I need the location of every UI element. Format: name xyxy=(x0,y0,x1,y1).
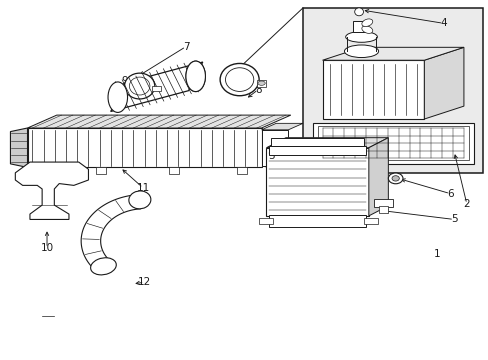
Bar xyxy=(47,167,57,174)
Polygon shape xyxy=(110,62,203,112)
Bar xyxy=(322,60,424,119)
Ellipse shape xyxy=(225,68,253,91)
Bar xyxy=(168,167,178,174)
Bar xyxy=(271,138,363,146)
Text: 2: 2 xyxy=(463,199,469,209)
Polygon shape xyxy=(261,123,303,130)
Ellipse shape xyxy=(345,32,377,42)
Ellipse shape xyxy=(361,26,372,33)
Polygon shape xyxy=(424,47,463,119)
Bar xyxy=(268,146,366,155)
Bar xyxy=(317,126,468,160)
Bar xyxy=(303,8,483,173)
Bar xyxy=(266,148,368,216)
Bar xyxy=(352,21,364,32)
Text: 10: 10 xyxy=(41,243,54,253)
Ellipse shape xyxy=(361,19,372,27)
Polygon shape xyxy=(27,128,261,167)
Ellipse shape xyxy=(124,73,155,99)
Polygon shape xyxy=(81,194,141,271)
Ellipse shape xyxy=(129,191,151,209)
Bar xyxy=(261,130,288,166)
Ellipse shape xyxy=(220,63,259,96)
Text: 4: 4 xyxy=(439,18,446,28)
Text: 3: 3 xyxy=(267,150,274,161)
Text: 9: 9 xyxy=(122,76,128,86)
Ellipse shape xyxy=(387,173,402,184)
Bar xyxy=(373,199,392,207)
Text: 8: 8 xyxy=(254,85,261,95)
Ellipse shape xyxy=(129,77,150,95)
Polygon shape xyxy=(10,128,27,167)
Text: 12: 12 xyxy=(138,277,151,287)
Bar xyxy=(268,215,366,226)
Polygon shape xyxy=(27,115,290,128)
Ellipse shape xyxy=(344,45,378,58)
Bar xyxy=(237,167,246,174)
Ellipse shape xyxy=(185,61,205,91)
Polygon shape xyxy=(368,138,387,216)
Bar xyxy=(378,206,387,213)
Polygon shape xyxy=(322,47,463,60)
Bar xyxy=(312,123,473,164)
Polygon shape xyxy=(266,138,387,148)
Bar xyxy=(259,218,272,224)
Ellipse shape xyxy=(257,81,264,85)
Ellipse shape xyxy=(90,258,116,275)
Text: 5: 5 xyxy=(450,215,457,224)
Text: 11: 11 xyxy=(136,183,149,193)
Ellipse shape xyxy=(391,176,399,181)
Ellipse shape xyxy=(354,8,363,16)
Bar xyxy=(152,86,161,91)
Bar xyxy=(256,80,266,87)
Bar xyxy=(363,218,377,224)
Polygon shape xyxy=(15,162,88,220)
Ellipse shape xyxy=(185,61,205,91)
Text: 6: 6 xyxy=(446,189,453,199)
Bar xyxy=(96,167,105,174)
Text: 7: 7 xyxy=(183,42,189,51)
Ellipse shape xyxy=(108,82,127,112)
Text: 1: 1 xyxy=(433,249,440,259)
